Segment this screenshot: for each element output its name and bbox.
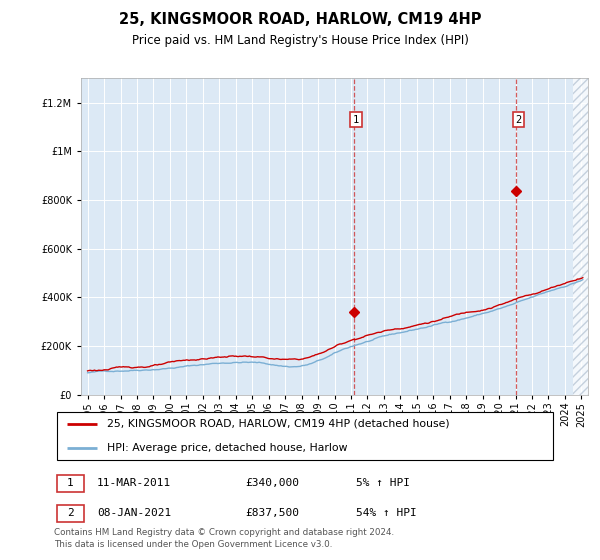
Text: 2: 2 xyxy=(515,115,521,125)
Text: 25, KINGSMOOR ROAD, HARLOW, CM19 4HP (detached house): 25, KINGSMOOR ROAD, HARLOW, CM19 4HP (de… xyxy=(107,419,449,429)
Text: 2: 2 xyxy=(67,508,74,518)
Text: 25, KINGSMOOR ROAD, HARLOW, CM19 4HP: 25, KINGSMOOR ROAD, HARLOW, CM19 4HP xyxy=(119,12,481,27)
Text: HPI: Average price, detached house, Harlow: HPI: Average price, detached house, Harl… xyxy=(107,443,347,453)
Text: 08-JAN-2021: 08-JAN-2021 xyxy=(97,508,171,518)
Text: 11-MAR-2011: 11-MAR-2011 xyxy=(97,478,171,488)
Text: £837,500: £837,500 xyxy=(245,508,299,518)
Bar xyxy=(573,78,600,395)
FancyBboxPatch shape xyxy=(56,412,553,460)
Text: Contains HM Land Registry data © Crown copyright and database right 2024.
This d: Contains HM Land Registry data © Crown c… xyxy=(54,528,394,549)
FancyBboxPatch shape xyxy=(56,505,84,522)
Text: £340,000: £340,000 xyxy=(245,478,299,488)
Text: 1: 1 xyxy=(353,115,359,125)
Text: Price paid vs. HM Land Registry's House Price Index (HPI): Price paid vs. HM Land Registry's House … xyxy=(131,34,469,46)
Text: 5% ↑ HPI: 5% ↑ HPI xyxy=(356,478,410,488)
FancyBboxPatch shape xyxy=(56,474,84,492)
Text: 1: 1 xyxy=(67,478,74,488)
Text: 54% ↑ HPI: 54% ↑ HPI xyxy=(356,508,417,518)
